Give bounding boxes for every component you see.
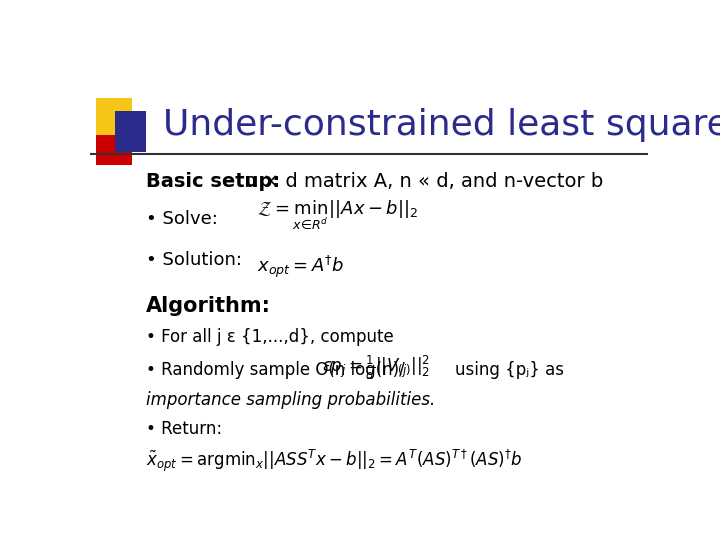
Text: • Randomly sample O(n log(n)/: • Randomly sample O(n log(n)/ bbox=[145, 361, 410, 380]
Text: using {pⱼ} as: using {pⱼ} as bbox=[456, 361, 564, 380]
Text: $\tilde{x}_{opt} = \mathrm{argmin}_x ||ASS^Tx - b||_2 = A^T(AS)^{T\dagger}(AS)^{: $\tilde{x}_{opt} = \mathrm{argmin}_x ||A… bbox=[145, 448, 522, 474]
Text: • Solve:: • Solve: bbox=[145, 210, 217, 228]
Text: n × d matrix A, n « d, and n-vector b: n × d matrix A, n « d, and n-vector b bbox=[238, 172, 603, 191]
Text: Basic setup:: Basic setup: bbox=[145, 172, 280, 191]
Text: • Solution:: • Solution: bbox=[145, 251, 242, 269]
Text: • Return:: • Return: bbox=[145, 420, 222, 437]
Text: $\mathcal{Z} = \min_{x \in R^d} ||Ax - b||_2$: $\mathcal{Z} = \min_{x \in R^d} ||Ax - b… bbox=[258, 198, 419, 231]
Text: Under-constrained least squares (1of2): Under-constrained least squares (1of2) bbox=[163, 108, 720, 142]
Bar bbox=[96, 98, 132, 140]
Bar bbox=[96, 136, 132, 165]
Text: Algorithm:: Algorithm: bbox=[145, 296, 271, 316]
Text: • For all j ε {1,...,d}, compute: • For all j ε {1,...,d}, compute bbox=[145, 328, 394, 346]
Bar bbox=[115, 111, 145, 152]
Text: $x_{opt} = A^{\dagger}b$: $x_{opt} = A^{\dagger}b$ bbox=[258, 253, 345, 280]
Text: $\varepsilon p_j = \frac{1}{d}||V_{(j)}||_2^2$: $\varepsilon p_j = \frac{1}{d}||V_{(j)}|… bbox=[322, 354, 430, 382]
Text: importance sampling probabilities.: importance sampling probabilities. bbox=[145, 390, 435, 409]
